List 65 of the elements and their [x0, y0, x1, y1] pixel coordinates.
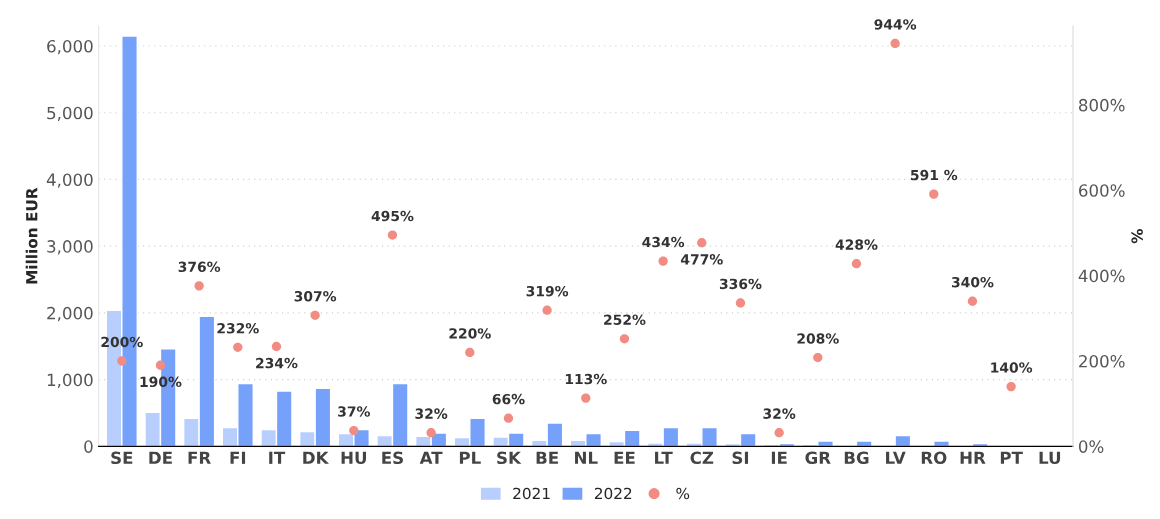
- data-label: 32%: [415, 408, 448, 419]
- data-label: 340%: [951, 276, 994, 288]
- data-label: 220%: [449, 328, 491, 339]
- x-tick-label: IE: [771, 451, 787, 464]
- x-tick-label: AT: [419, 451, 443, 464]
- data-label: 234%: [256, 357, 298, 369]
- legend-label: 2021: [513, 487, 550, 500]
- data-label: 66%: [492, 393, 525, 405]
- y-tick-label: 5,000: [47, 106, 93, 121]
- y-axis-title: Million EUR: [25, 187, 38, 284]
- x-tick-label: RO: [921, 451, 947, 465]
- x-tick-label: LV: [886, 451, 906, 464]
- data-label: 200%: [101, 336, 143, 348]
- x-tick-label: LU: [1039, 451, 1061, 465]
- y2-axis-title: %: [1131, 228, 1143, 244]
- x-tick-label: NL: [575, 451, 598, 464]
- x-tick-label: BE: [536, 451, 558, 464]
- y-tick-label: 4,000: [46, 173, 93, 188]
- data-label: 434%: [642, 236, 685, 248]
- data-label: 376%: [178, 261, 221, 273]
- x-tick-label: DK: [303, 451, 330, 464]
- data-label: 307%: [294, 291, 337, 302]
- data-label: 428%: [835, 239, 878, 250]
- data-label: 477%: [680, 254, 723, 265]
- y-tick-label: 0: [84, 440, 93, 453]
- x-tick-label: CZ: [690, 451, 714, 465]
- data-label: 495%: [371, 210, 414, 222]
- x-tick-label: IT: [269, 451, 286, 464]
- data-label: 113%: [565, 373, 607, 385]
- data-label: 252%: [604, 314, 646, 325]
- y2-tick-label: 600%: [1079, 184, 1125, 197]
- x-tick-label: SK: [497, 451, 522, 465]
- data-label: 37%: [338, 406, 370, 417]
- y-tick-label: 6,000: [47, 39, 93, 55]
- data-label: 232%: [217, 323, 259, 334]
- legend-label: 2022: [594, 487, 632, 500]
- y-tick-label: 1,000: [47, 373, 93, 388]
- data-label: 140%: [991, 362, 1033, 373]
- x-tick-label: LT: [655, 451, 673, 464]
- x-tick-label: SE: [111, 451, 133, 465]
- data-label: 32%: [763, 408, 796, 419]
- legend-label: %: [676, 487, 690, 500]
- x-tick-label: EE: [614, 451, 635, 464]
- x-tick-label: PT: [1000, 451, 1023, 464]
- y2-tick-label: 200%: [1079, 354, 1125, 368]
- data-label: 944%: [874, 19, 917, 30]
- y-tick-label: 2,000: [47, 306, 93, 322]
- x-tick-label: SI: [732, 451, 749, 465]
- data-label: 208%: [797, 333, 839, 344]
- x-tick-label: HU: [341, 451, 367, 465]
- x-tick-label: FI: [230, 451, 246, 464]
- y-tick-label: 3,000: [47, 240, 93, 255]
- x-tick-label: DE: [149, 451, 172, 464]
- x-tick-label: FR: [188, 451, 211, 464]
- data-label: 591 %: [911, 169, 958, 181]
- x-tick-label: BG: [844, 451, 869, 465]
- x-tick-label: PL: [459, 451, 481, 464]
- y2-tick-label: 400%: [1078, 269, 1125, 283]
- data-label: 319%: [526, 285, 569, 297]
- y2-tick-label: 800%: [1078, 98, 1125, 112]
- x-tick-label: ES: [382, 451, 403, 465]
- data-label: 336%: [719, 278, 762, 290]
- x-tick-label: HR: [960, 451, 986, 464]
- x-tick-label: GR: [805, 451, 831, 465]
- y2-tick-label: 0%: [1078, 440, 1104, 453]
